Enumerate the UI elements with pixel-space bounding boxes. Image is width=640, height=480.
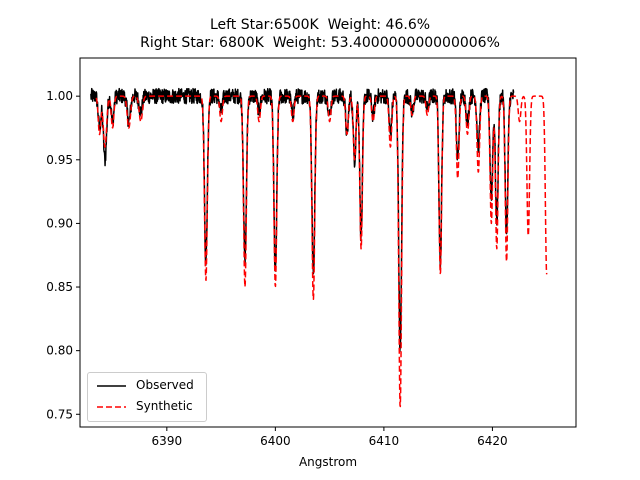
axes-frame: [79, 57, 577, 428]
x-tick-label: 6410: [369, 434, 400, 448]
series-line-synthetic: [95, 95, 548, 408]
legend-label-synthetic: Synthetic: [136, 399, 193, 413]
y-tick-label: 0.90: [46, 216, 73, 230]
chart-title-line-2: Right Star: 6800K Weight: 53.40000000000…: [140, 35, 500, 51]
x-tick-label: 6420: [477, 434, 508, 448]
series-line-observed: [90, 87, 515, 352]
y-tick-label: 0.95: [46, 153, 73, 167]
legend: Observed Synthetic: [87, 372, 207, 422]
y-tick-label: 0.80: [46, 344, 73, 358]
y-tick-label: 1.00: [46, 89, 73, 103]
x-tick-label: 6390: [152, 434, 183, 448]
legend-label-observed: Observed: [136, 378, 194, 392]
x-axis-label: Angstrom: [298, 455, 358, 469]
y-tick-label: 0.85: [46, 280, 73, 294]
x-tick-label: 6400: [260, 434, 291, 448]
y-tick-label: 0.75: [46, 407, 73, 421]
chart-title-line-1: Left Star:6500K Weight: 46.6%: [209, 17, 431, 33]
